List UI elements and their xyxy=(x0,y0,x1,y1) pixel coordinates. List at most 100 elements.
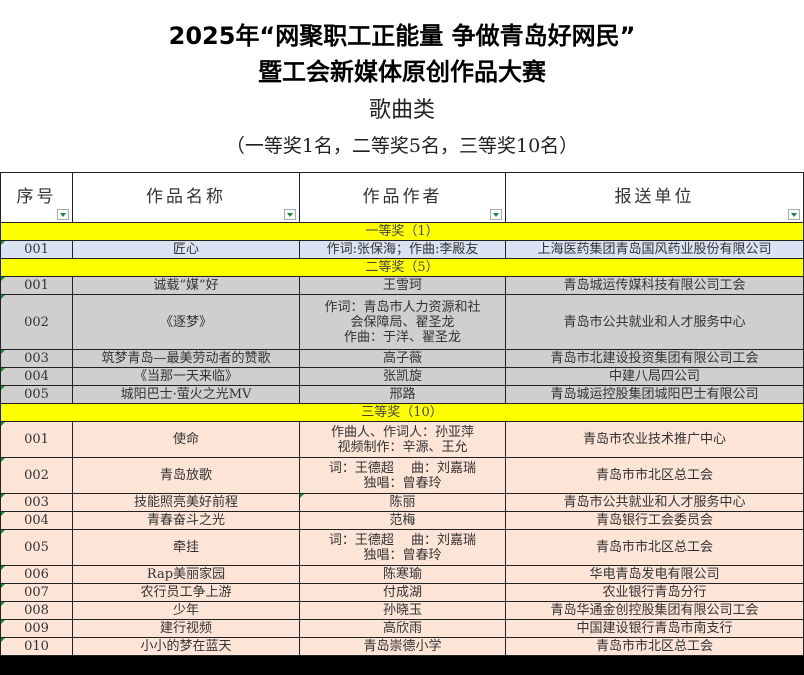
section-row: 二等奖（5） xyxy=(0,258,804,277)
cell-name[interactable]: 使命 xyxy=(72,421,300,458)
cell-no[interactable]: 003 xyxy=(0,493,73,512)
cell-name[interactable]: 匠心 xyxy=(72,240,300,259)
filter-dropdown-icon[interactable] xyxy=(788,209,800,220)
cell-author[interactable]: 范梅 xyxy=(299,511,506,530)
table-row: 005 城阳巴士·萤火之光MV 邢路 青岛城运控股集团城阳巴士有限公司 xyxy=(0,385,804,404)
table-row: 001 诚载“媒”好 王雪珂 青岛城运传媒科技有限公司工会 xyxy=(0,276,804,295)
cell-name[interactable]: 牵挂 xyxy=(72,529,300,566)
cell-no[interactable]: 002 xyxy=(0,457,73,494)
author-line: 会保障局、翟圣龙 xyxy=(350,314,455,330)
cell-author[interactable]: 词：王德超 曲：刘嘉瑞 独唱：曾春玲 xyxy=(299,457,506,494)
author-line: 陈寒瑜 xyxy=(382,567,422,582)
table-row: 002 青岛放歌 词：王德超 曲：刘嘉瑞 独唱：曾春玲 青岛市市北区总工会 xyxy=(0,457,804,494)
cell-author[interactable]: 张凯旋 xyxy=(299,367,506,386)
cell-name[interactable]: 农行员工争上游 xyxy=(72,583,300,602)
cell-no[interactable]: 006 xyxy=(0,565,73,584)
cell-unit[interactable]: 华电青岛发电有限公司 xyxy=(505,565,804,584)
table-row: 001 匠心 作词:张保海；作曲:李殿友 上海医药集团青岛国风药业股份有限公司 xyxy=(0,240,804,259)
cell-no[interactable]: 007 xyxy=(0,583,73,602)
table-row: 003 筑梦青岛—最美劳动者的赞歌 高子薇 青岛市北建设投资集团有限公司工会 xyxy=(0,349,804,368)
section-row: 三等奖（10） xyxy=(0,403,804,422)
cell-author[interactable]: 高欣雨 xyxy=(299,619,506,638)
cell-name[interactable]: 青岛放歌 xyxy=(72,457,300,494)
cell-author[interactable]: 词：王德超 曲：刘嘉瑞 独唱：曾春玲 xyxy=(299,529,506,566)
cell-no[interactable]: 001 xyxy=(0,240,73,259)
filter-dropdown-icon[interactable] xyxy=(284,209,296,220)
cell-unit[interactable]: 青岛市市北区总工会 xyxy=(505,457,804,494)
cell-name[interactable]: 技能照亮美好前程 xyxy=(72,493,300,512)
cell-author[interactable]: 陈丽 xyxy=(299,493,506,512)
cell-name[interactable]: 诚载“媒”好 xyxy=(72,276,300,295)
cell-author[interactable]: 王雪珂 xyxy=(299,276,506,295)
cell-no[interactable]: 008 xyxy=(0,601,73,620)
title-block: 2025年“网聚职工正能量 争做青岛好网民” 暨工会新媒体原创作品大赛 歌曲类 … xyxy=(0,0,804,172)
cell-no[interactable]: 005 xyxy=(0,529,73,566)
cell-no[interactable]: 001 xyxy=(0,421,73,458)
cell-author[interactable]: 孙晓玉 xyxy=(299,601,506,620)
cell-name[interactable]: Rap美丽家园 xyxy=(72,565,300,584)
cell-unit[interactable]: 青岛城运控股集团城阳巴士有限公司 xyxy=(505,385,804,404)
header-name: 作品名称 xyxy=(72,172,300,223)
cell-unit[interactable]: 青岛城运传媒科技有限公司工会 xyxy=(505,276,804,295)
table-row: 010 小小的梦在蓝天 青岛崇德小学 青岛市市北区总工会 xyxy=(0,637,804,656)
cell-unit[interactable]: 青岛市市北区总工会 xyxy=(505,637,804,656)
author-line: 陈丽 xyxy=(389,495,416,510)
author-line: 词：王德超 曲：刘嘉瑞 xyxy=(328,532,477,548)
cell-author[interactable]: 作词:张保海；作曲:李殿友 xyxy=(299,240,506,259)
cell-unit[interactable]: 中国建设银行青岛市南支行 xyxy=(505,619,804,638)
table-row: 007 农行员工争上游 付成湖 农业银行青岛分行 xyxy=(0,583,804,602)
results-table: 序号 作品名称 作品作者 报送单位 一等奖（1） 001 匠心 作词:张保海；作曲:李… xyxy=(0,172,804,656)
cell-name[interactable]: 小小的梦在蓝天 xyxy=(72,637,300,656)
cell-unit[interactable]: 青岛市公共就业和人才服务中心 xyxy=(505,294,804,350)
table-row: 005 牵挂 词：王德超 曲：刘嘉瑞 独唱：曾春玲 青岛市市北区总工会 xyxy=(0,529,804,566)
table-row: 004 《当那一天来临》 张凯旋 中建八局四公司 xyxy=(0,367,804,386)
author-line: 作曲：于洋、翟圣龙 xyxy=(343,329,461,345)
cell-no[interactable]: 004 xyxy=(0,511,73,530)
cell-author[interactable]: 陈寒瑜 xyxy=(299,565,506,584)
cell-author[interactable]: 高子薇 xyxy=(299,349,506,368)
cell-unit[interactable]: 青岛市市北区总工会 xyxy=(505,529,804,566)
cell-author[interactable]: 邢路 xyxy=(299,385,506,404)
filter-dropdown-icon[interactable] xyxy=(57,209,69,220)
cell-name[interactable]: 《当那一天来临》 xyxy=(72,367,300,386)
author-line: 邢路 xyxy=(389,387,416,402)
cell-author[interactable]: 付成湖 xyxy=(299,583,506,602)
filter-dropdown-icon[interactable] xyxy=(490,209,502,220)
cell-no[interactable]: 009 xyxy=(0,619,73,638)
cell-no[interactable]: 002 xyxy=(0,294,73,350)
section-label[interactable]: 二等奖（5） xyxy=(0,258,804,277)
cell-unit[interactable]: 上海医药集团青岛国风药业股份有限公司 xyxy=(505,240,804,259)
table-row: 003 技能照亮美好前程 陈丽 青岛市公共就业和人才服务中心 xyxy=(0,493,804,512)
cell-author[interactable]: 作曲人、作词人：孙亚萍 视频制作：辛源、王允 xyxy=(299,421,506,458)
cell-unit[interactable]: 中建八局四公司 xyxy=(505,367,804,386)
cell-author[interactable]: 作词：青岛市人力资源和社 会保障局、翟圣龙 作曲：于洋、翟圣龙 xyxy=(299,294,506,350)
cell-no[interactable]: 010 xyxy=(0,637,73,656)
cell-name[interactable]: 青春奋斗之光 xyxy=(72,511,300,530)
cell-name[interactable]: 少年 xyxy=(72,601,300,620)
table-row: 009 建行视频 高欣雨 中国建设银行青岛市南支行 xyxy=(0,619,804,638)
section-label[interactable]: 三等奖（10） xyxy=(0,403,804,422)
cell-unit[interactable]: 青岛市北建设投资集团有限公司工会 xyxy=(505,349,804,368)
section-label[interactable]: 一等奖（1） xyxy=(0,222,804,241)
cell-name[interactable]: 《逐梦》 xyxy=(72,294,300,350)
cell-no[interactable]: 004 xyxy=(0,367,73,386)
author-line: 独唱：曾春玲 xyxy=(363,475,442,491)
cell-unit[interactable]: 青岛华通金创控股集团有限公司工会 xyxy=(505,601,804,620)
cell-author[interactable]: 青岛崇德小学 xyxy=(299,637,506,656)
cell-name[interactable]: 筑梦青岛—最美劳动者的赞歌 xyxy=(72,349,300,368)
cell-no[interactable]: 003 xyxy=(0,349,73,368)
cell-unit[interactable]: 青岛市公共就业和人才服务中心 xyxy=(505,493,804,512)
author-line: 高欣雨 xyxy=(382,621,422,636)
cell-no[interactable]: 001 xyxy=(0,276,73,295)
header-unit: 报送单位 xyxy=(505,172,804,223)
cell-no[interactable]: 005 xyxy=(0,385,73,404)
award-quota: （一等奖1名，二等奖5名，三等奖10名） xyxy=(225,135,579,157)
author-line: 视频制作：辛源、王允 xyxy=(337,439,468,455)
table-row: 002 《逐梦》 作词：青岛市人力资源和社 会保障局、翟圣龙 作曲：于洋、翟圣龙 青岛市公… xyxy=(0,294,804,350)
cell-unit[interactable]: 青岛市农业技术推广中心 xyxy=(505,421,804,458)
cell-name[interactable]: 建行视频 xyxy=(72,619,300,638)
cell-unit[interactable]: 青岛银行工会委员会 xyxy=(505,511,804,530)
cell-name[interactable]: 城阳巴士·萤火之光MV xyxy=(72,385,300,404)
cell-unit[interactable]: 农业银行青岛分行 xyxy=(505,583,804,602)
author-line: 孙晓玉 xyxy=(382,603,422,618)
